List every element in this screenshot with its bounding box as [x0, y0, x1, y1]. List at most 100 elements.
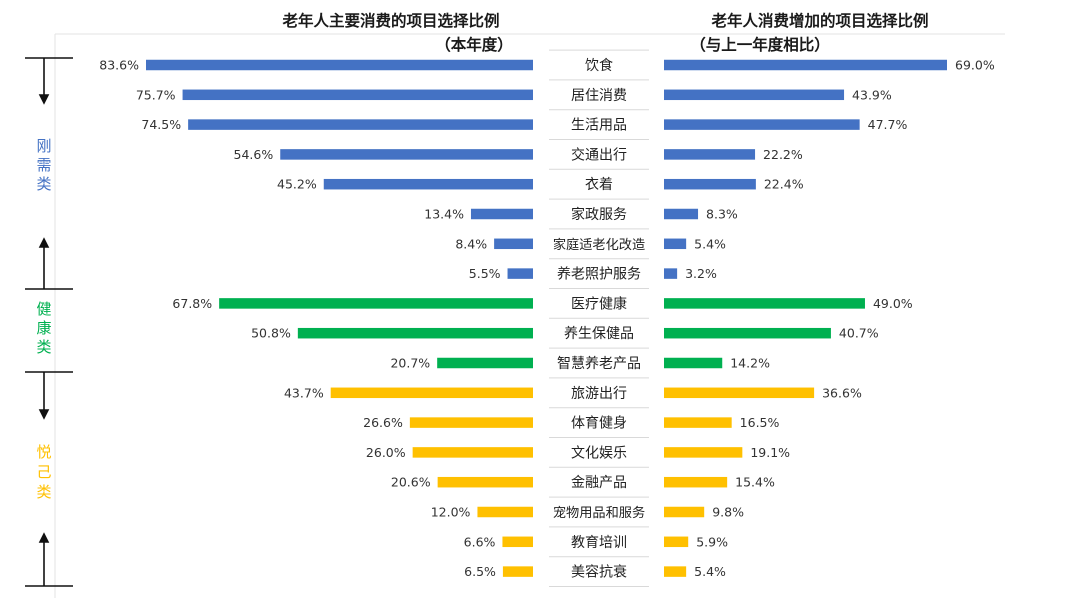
left-bar [494, 238, 533, 250]
arrowhead-down-1 [38, 94, 50, 105]
category-label: 体育健身 [571, 416, 627, 432]
right-title-line1: 老年人消费增加的项目选择比例 [710, 11, 928, 30]
right-data-label: 22.2% [763, 147, 803, 162]
category-label: 美容抗衰 [571, 564, 627, 581]
left-bar [297, 327, 533, 339]
left-bar [219, 298, 533, 309]
right-bar [664, 447, 743, 458]
group-bracket [25, 57, 73, 587]
category-label: 旅游出行 [571, 386, 627, 402]
group-label-0-char-0: 刚 [36, 137, 51, 155]
right-data-label: 19.1% [750, 445, 790, 460]
right-data-label: 16.5% [740, 415, 780, 430]
chart-row: 6.6% 5.9% 教育培训 [464, 526, 728, 551]
right-title-line2: （与上一年度相比） [690, 35, 830, 54]
right-bar [664, 357, 723, 369]
chart-row: 20.7% 14.2% 智慧养老产品 [390, 347, 770, 372]
left-data-label: 67.8% [172, 296, 212, 311]
right-bar [664, 506, 705, 518]
right-data-label: 43.9% [852, 87, 892, 102]
left-data-label: 50.8% [251, 326, 291, 341]
right-data-label: 5.4% [694, 564, 726, 579]
left-data-label: 8.4% [455, 236, 487, 251]
left-panel-title: 老年人主要消费的项目选择比例 （本年度） [281, 11, 512, 54]
group-label-2: 悦 己 类 [36, 443, 51, 501]
right-bar [664, 238, 687, 250]
left-title-line2: （本年度） [435, 35, 513, 54]
arrowhead-up-2 [38, 532, 50, 543]
left-data-label: 12.0% [431, 505, 471, 520]
left-bar [470, 208, 533, 220]
chart-row: 26.6% 16.5% 体育健身 [363, 407, 780, 432]
left-bar [280, 149, 533, 160]
right-bar [664, 149, 756, 160]
chart-row: 50.8% 40.7% 养生保健品 [251, 317, 879, 342]
right-bar [664, 268, 678, 279]
left-data-label: 13.4% [424, 207, 464, 222]
chart-row: 5.5% 3.2% 养老照护服务 [469, 258, 717, 283]
left-title-line1: 老年人主要消费的项目选择比例 [281, 11, 499, 30]
left-data-label: 6.6% [464, 534, 496, 549]
chart-row: 54.6% 22.2% 交通出行 [234, 139, 803, 163]
right-data-label: 14.2% [730, 356, 770, 371]
left-data-label: 6.5% [464, 564, 496, 579]
right-data-label: 5.4% [694, 236, 726, 251]
right-bar [664, 119, 860, 130]
category-label: 家政服务 [571, 206, 627, 223]
category-label: 宠物用品和服务 [553, 505, 645, 521]
category-label: 生活用品 [571, 118, 627, 134]
right-bar [664, 417, 732, 428]
group-label-2-char-2: 类 [36, 483, 51, 501]
left-bar [502, 566, 533, 577]
category-label: 家庭适老化改造 [553, 236, 645, 253]
left-bar [502, 536, 533, 548]
chart-row: 67.8% 49.0% 医疗健康 [172, 288, 913, 312]
right-data-label: 9.8% [712, 505, 744, 520]
left-data-label: 43.7% [284, 385, 324, 400]
left-bar [477, 506, 533, 518]
group-label-1-char-0: 健 [36, 300, 51, 318]
left-data-label: 54.6% [234, 147, 274, 162]
left-bar [330, 387, 533, 399]
group-label-1: 健 康 类 [36, 300, 51, 356]
chart-row: 20.6% 15.4% 金融产品 [391, 466, 775, 491]
left-data-label: 20.6% [391, 475, 431, 490]
left-bar [437, 476, 533, 488]
chart-row: 43.7% 36.6% 旅游出行 [284, 377, 862, 402]
right-bar [664, 566, 687, 577]
left-bar [507, 268, 533, 279]
chart-row: 12.0% 9.8% 宠物用品和服务 [431, 496, 744, 521]
right-data-label: 5.9% [696, 534, 728, 549]
chart-row: 26.0% 19.1% 文化娱乐 [366, 437, 790, 461]
category-label: 衣着 [585, 177, 613, 193]
category-label: 居住消费 [571, 88, 627, 104]
right-data-label: 69.0% [955, 58, 995, 73]
group-label-0: 刚 需 类 [36, 137, 51, 193]
chart-row: 45.2% 22.4% 衣着 [277, 168, 804, 193]
left-data-label: 45.2% [277, 177, 317, 192]
category-label: 养生保健品 [564, 326, 634, 342]
left-data-label: 83.6% [99, 58, 139, 73]
right-data-label: 36.6% [822, 385, 862, 400]
category-label: 文化娱乐 [571, 445, 627, 461]
right-bar [664, 89, 845, 101]
left-bar [409, 417, 533, 428]
group-labels: 刚 需 类 健 康 类 悦 己 类 [36, 137, 51, 501]
chart-row: 74.5% 47.7% 生活用品 [141, 109, 907, 134]
left-bar [188, 119, 533, 130]
chart-row: 13.4% 8.3% 家政服务 [424, 198, 738, 223]
left-data-label: 74.5% [141, 117, 181, 132]
right-panel-title: 老年人消费增加的项目选择比例 （与上一年度相比） [690, 11, 928, 54]
right-bar [664, 208, 699, 220]
right-bar [664, 59, 947, 71]
group-label-1-char-1: 康 [36, 319, 51, 337]
right-data-label: 8.3% [706, 207, 738, 222]
right-data-label: 15.4% [735, 475, 775, 490]
right-bar [664, 536, 689, 548]
chart-row: 8.4% 5.4% 家庭适老化改造 [455, 228, 726, 253]
group-label-0-char-2: 类 [36, 175, 51, 193]
right-data-label: 3.2% [685, 266, 717, 281]
group-label-1-char-2: 类 [36, 338, 51, 356]
arrowhead-up-1 [38, 237, 50, 248]
group-label-2-char-0: 悦 [36, 443, 51, 461]
